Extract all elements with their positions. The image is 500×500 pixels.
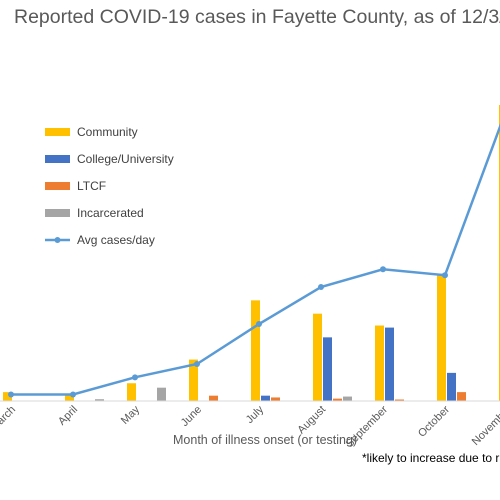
- point-avg-cases-day-may: [132, 374, 138, 381]
- bar-incarcerated-may: [157, 387, 166, 401]
- bar-college-university-august: [323, 337, 332, 401]
- legend-label-avg-cases-day: Avg cases/day: [77, 233, 155, 247]
- point-avg-cases-day-october: [442, 272, 448, 279]
- bar-incarcerated-august: [343, 396, 352, 401]
- bar-ltcf-july: [271, 397, 280, 401]
- line-layer: [8, 123, 500, 398]
- x-tick-label-june: June: [179, 404, 204, 429]
- bar-college-university-september: [385, 327, 394, 401]
- bar-college-university-july: [261, 395, 270, 401]
- bar-community-may: [127, 383, 136, 401]
- legend-swatch-ltcf: [45, 182, 70, 190]
- x-tick-label-july: July: [244, 403, 267, 426]
- x-tick-label-october: October: [416, 403, 452, 439]
- legend-label-community: Community: [77, 125, 138, 139]
- footnote: *likely to increase due to r: [362, 451, 499, 465]
- legend: Community College/University LTCF Incarcera…: [45, 125, 174, 247]
- x-axis-title: Month of illness onset (or testing): [173, 433, 357, 447]
- point-avg-cases-day-july: [256, 321, 262, 328]
- bar-ltcf-september: [395, 399, 404, 401]
- chart-title: Reported COVID-19 cases in Fayette Count…: [14, 6, 500, 28]
- x-tick-label-may: May: [119, 403, 143, 427]
- x-tick-label-november: November: [470, 403, 500, 448]
- bar-incarcerated-april: [95, 399, 104, 401]
- bar-ltcf-august: [333, 398, 342, 401]
- point-avg-cases-day-august: [318, 284, 324, 291]
- bar-college-university-october: [447, 372, 456, 401]
- legend-label-college-university: College/University: [77, 152, 174, 166]
- legend-marker-avg-cases-day: [54, 237, 61, 243]
- bar-layer: [3, 105, 500, 401]
- legend-swatch-community: [45, 128, 70, 136]
- bar-ltcf-june: [209, 395, 218, 401]
- point-avg-cases-day-march: [8, 391, 14, 398]
- bar-community-april: [65, 395, 74, 401]
- x-tick-label-march: March: [0, 404, 18, 434]
- legend-swatch-college-university: [45, 155, 70, 163]
- bar-community-march: [3, 392, 12, 401]
- x-tick-label-august: August: [295, 404, 328, 437]
- point-avg-cases-day-june: [194, 361, 200, 367]
- legend-label-ltcf: LTCF: [77, 179, 106, 193]
- legend-swatch-incarcerated: [45, 209, 70, 217]
- legend-label-incarcerated: Incarcerated: [77, 206, 144, 220]
- point-avg-cases-day-september: [380, 266, 386, 273]
- bar-community-september: [375, 325, 384, 401]
- bar-community-august: [313, 313, 322, 401]
- bar-ltcf-october: [457, 392, 466, 401]
- bar-community-october: [437, 273, 446, 401]
- bar-community-july: [251, 300, 260, 401]
- x-tick-label-april: April: [56, 404, 80, 428]
- bar-community-june: [189, 359, 198, 401]
- point-avg-cases-day-april: [70, 391, 76, 398]
